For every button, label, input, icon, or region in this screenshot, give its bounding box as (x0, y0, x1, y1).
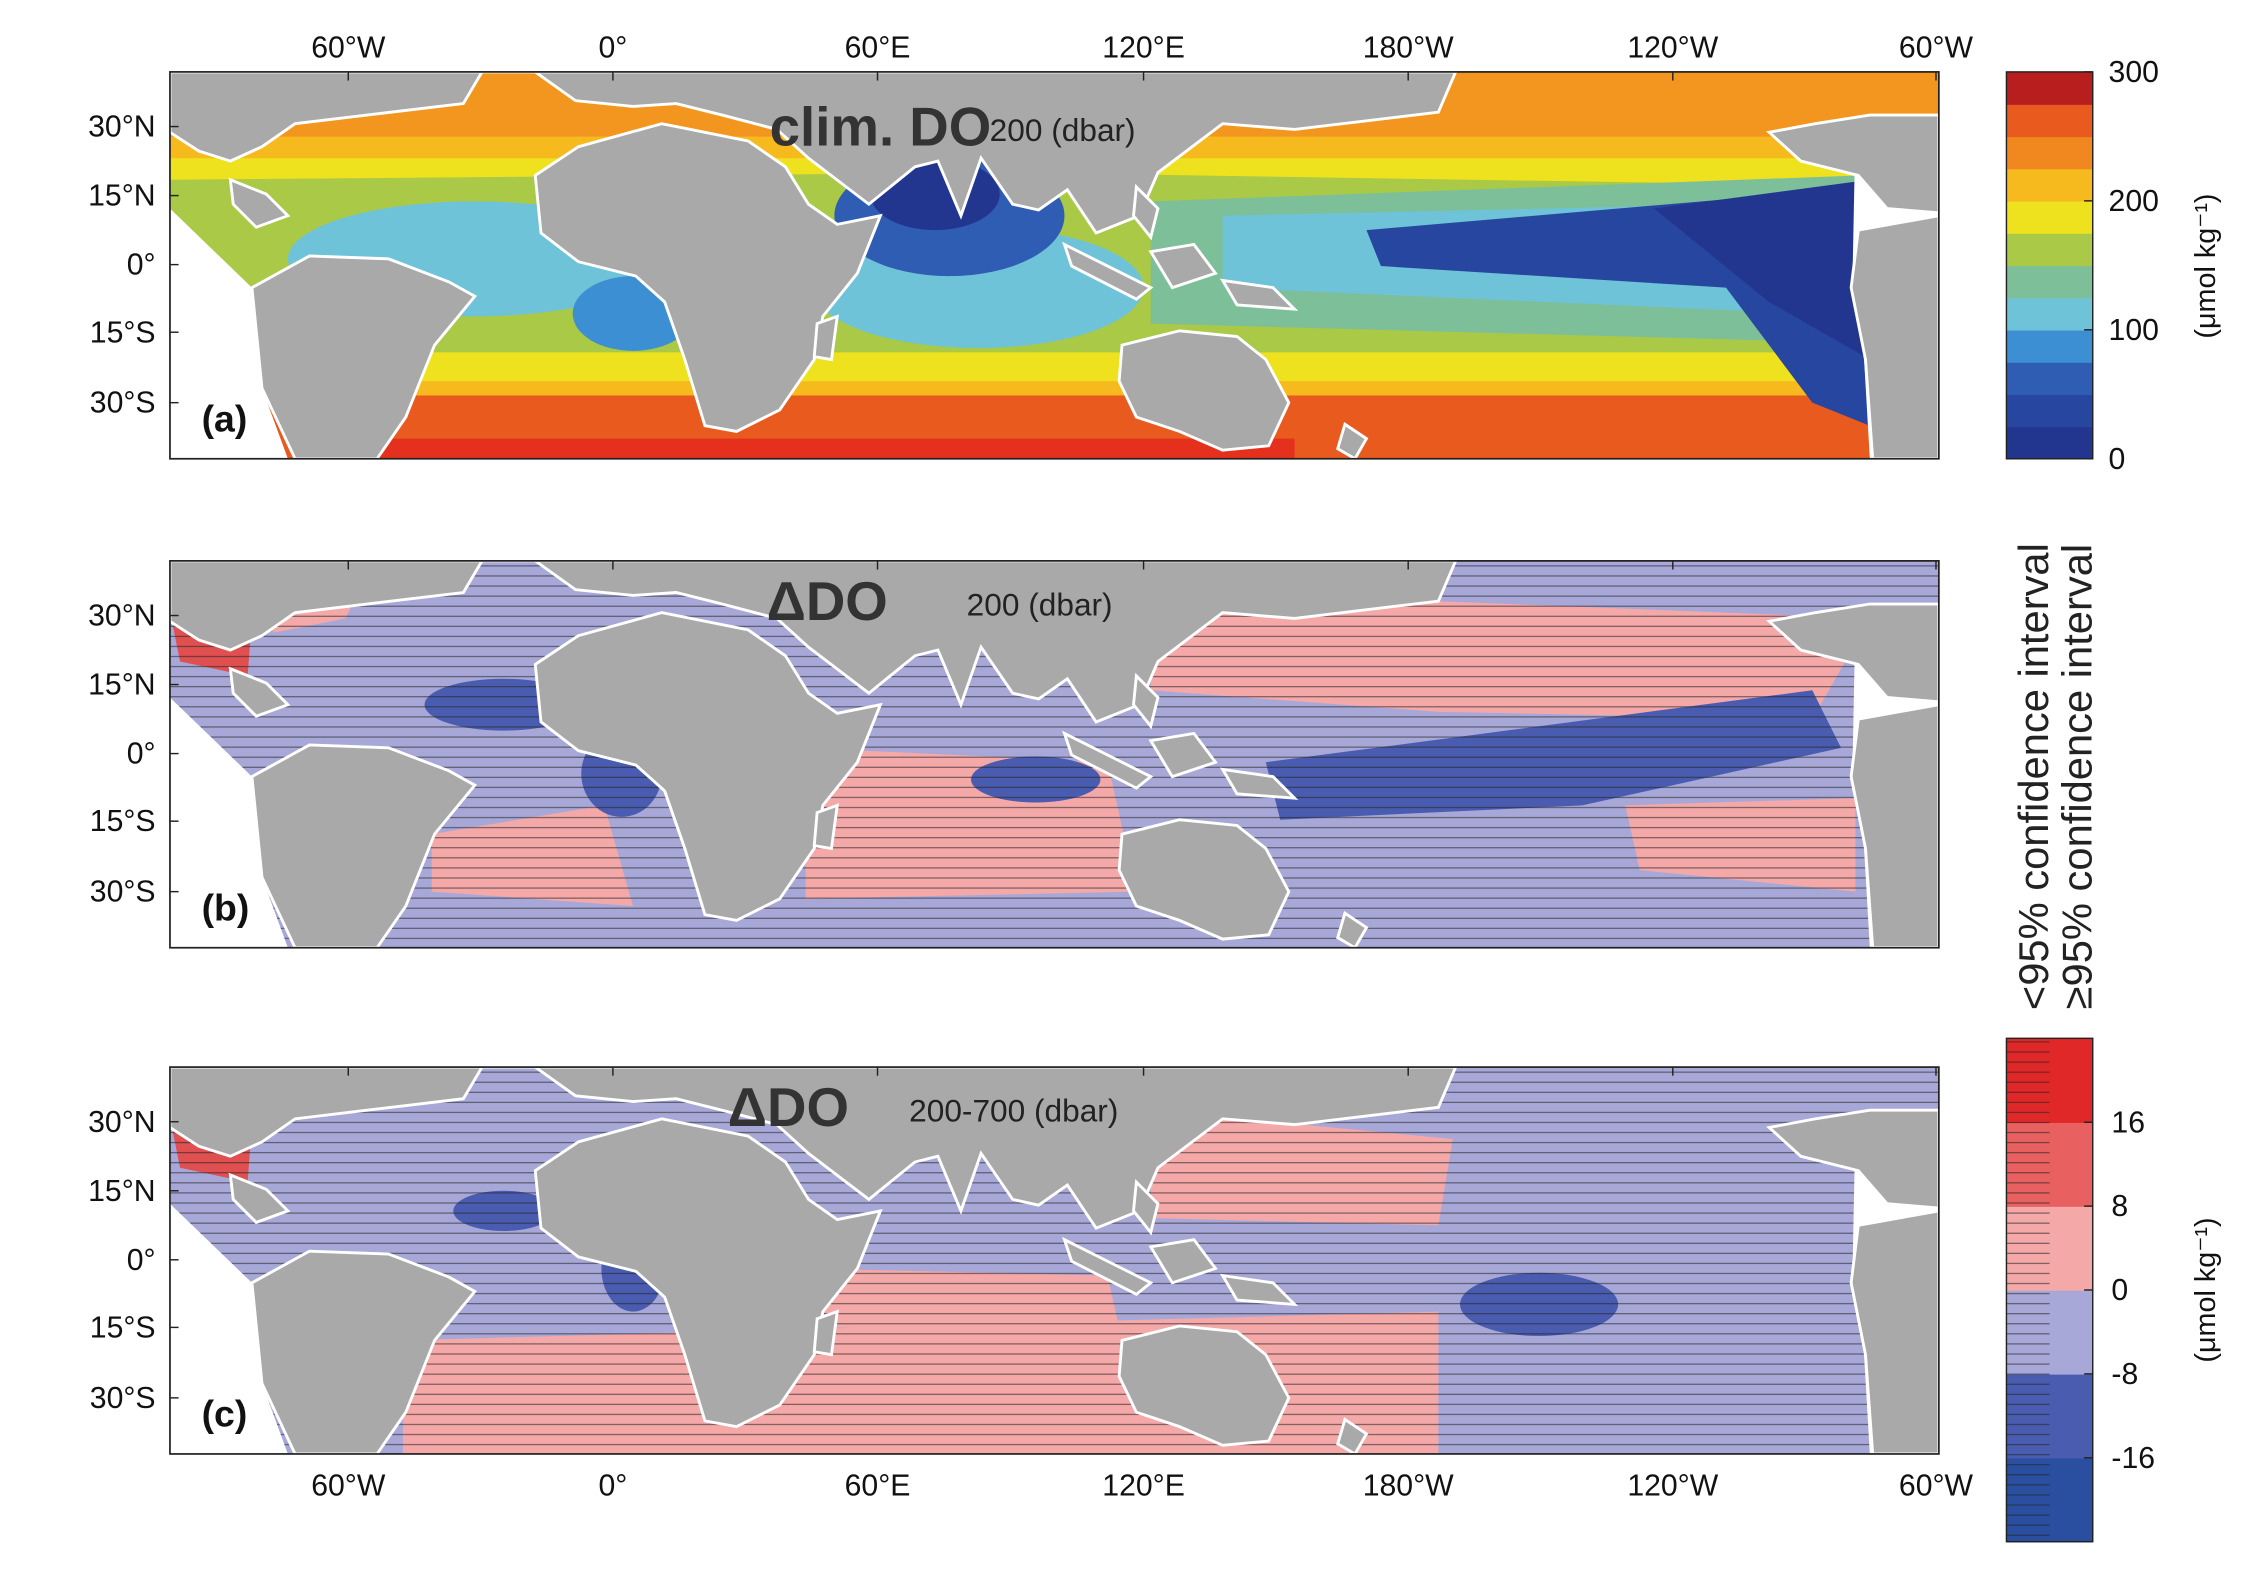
lat-tick-label: 15°N (88, 180, 155, 213)
colorbar-unit: (μmol kg⁻¹) (2190, 1217, 2222, 1362)
lat-tick-label: 30°N (88, 1106, 155, 1139)
colorbar-tick-label: 0 (2111, 1274, 2128, 1307)
colorbar-tick-label: 0 (2109, 443, 2126, 476)
lat-tick-label: 0° (127, 1244, 156, 1277)
colorbar-bin (2006, 104, 2093, 138)
lat-tick-label: 15°S (90, 1311, 156, 1344)
lon-tick-label: 180°W (1363, 1470, 1454, 1503)
colorbar-bin (2006, 200, 2093, 234)
lat-tick-label: 30°S (90, 876, 156, 909)
lon-tick-label: 180°W (1363, 32, 1454, 65)
colorbar-frame (2005, 71, 2094, 460)
map-panel: 30°N 15°N 0° 15°S 30°S ΔDO 200 (dbar) (b) (88, 560, 1940, 949)
lat-tick-label: 0° (127, 249, 156, 282)
map-area (169, 1067, 1939, 1454)
lat-tick-label: 15°S (90, 805, 156, 838)
lat-tick-label: 15°N (88, 669, 155, 702)
colorbar-bin (2006, 136, 2093, 170)
panel-label: (c) (202, 1393, 248, 1435)
lon-tick-label: 60°W (311, 32, 386, 65)
colorbar-tick-label: 100 (2109, 314, 2159, 347)
colorbar-tick-label: 16 (2111, 1106, 2145, 1139)
colorbar-tick-label: -16 (2111, 1442, 2155, 1475)
map-area (169, 560, 1939, 948)
lon-tick-label: 120°E (1102, 32, 1185, 65)
colorbar-tick-label: 200 (2109, 185, 2159, 218)
colorbar-unit: (μmol kg⁻¹) (2190, 193, 2222, 338)
colorbar-hatching (2006, 1038, 2050, 1542)
panel-label: (b) (202, 886, 250, 928)
lon-tick-label: 120°W (1627, 1470, 1718, 1503)
colorbar-bin (2006, 168, 2093, 202)
colorbar-bin (2006, 426, 2093, 460)
lat-tick-label: 30°N (88, 600, 155, 633)
lat-tick-label: 30°S (90, 387, 156, 420)
panel-subtitle: 200 (dbar) (967, 587, 1113, 623)
colorbar-bin (2006, 362, 2093, 396)
lon-tick-label: 60°W (311, 1470, 386, 1503)
lat-tick-label: 15°N (88, 1175, 155, 1208)
map-panel: 30°N 15°N 0° 15°S 30°S ΔDO 200-700 (dbar) (c) (88, 1066, 1940, 1455)
legend-label: ≥95% confidence interval (2053, 544, 2100, 1010)
lon-tick-label: 60°E (845, 32, 911, 65)
panel-subtitle: 200-700 (dbar) (909, 1093, 1118, 1129)
colorbar: -16 -8 0 8 16 (μmol kg⁻¹) (2005, 1037, 2222, 1543)
lat-tick-label: 0° (127, 738, 156, 771)
colorbar-tick-label: 8 (2111, 1190, 2128, 1223)
lat-tick-label: 30°S (90, 1382, 156, 1415)
colorbar-bin (2006, 297, 2093, 331)
panel-title: clim. DO (770, 96, 992, 157)
lon-tick-label: 60°W (1899, 32, 1974, 65)
lon-tick-label: 60°E (845, 1470, 911, 1503)
panel-title: ΔDO (728, 1077, 849, 1138)
lon-tick-label: 0° (598, 32, 627, 65)
lat-tick-label: 15°S (90, 316, 156, 349)
colorbar: 0 100 200 300 (μmol kg⁻¹) (2005, 56, 2222, 476)
lon-tick-label: 0° (598, 1470, 627, 1503)
panel-label: (a) (202, 397, 248, 439)
lat-tick-label: 30°N (88, 111, 155, 144)
lon-tick-label: 120°W (1627, 32, 1718, 65)
legend-label: <95% confidence interval (2010, 543, 2057, 1010)
panel-subtitle: 200 (dbar) (990, 112, 1136, 148)
colorbar-bin (2006, 329, 2093, 363)
colorbar-bin (2006, 394, 2093, 428)
colorbar-bin (2006, 71, 2093, 105)
panel-title: ΔDO (767, 571, 888, 632)
lon-tick-label: 60°W (1899, 1470, 1974, 1503)
lon-tick-label: 120°E (1102, 1470, 1185, 1503)
colorbar-bin (2006, 265, 2093, 299)
colorbar-bin (2006, 233, 2093, 267)
colorbar-tick-label: 300 (2109, 56, 2159, 89)
colorbar-tick-label: -8 (2111, 1358, 2138, 1391)
